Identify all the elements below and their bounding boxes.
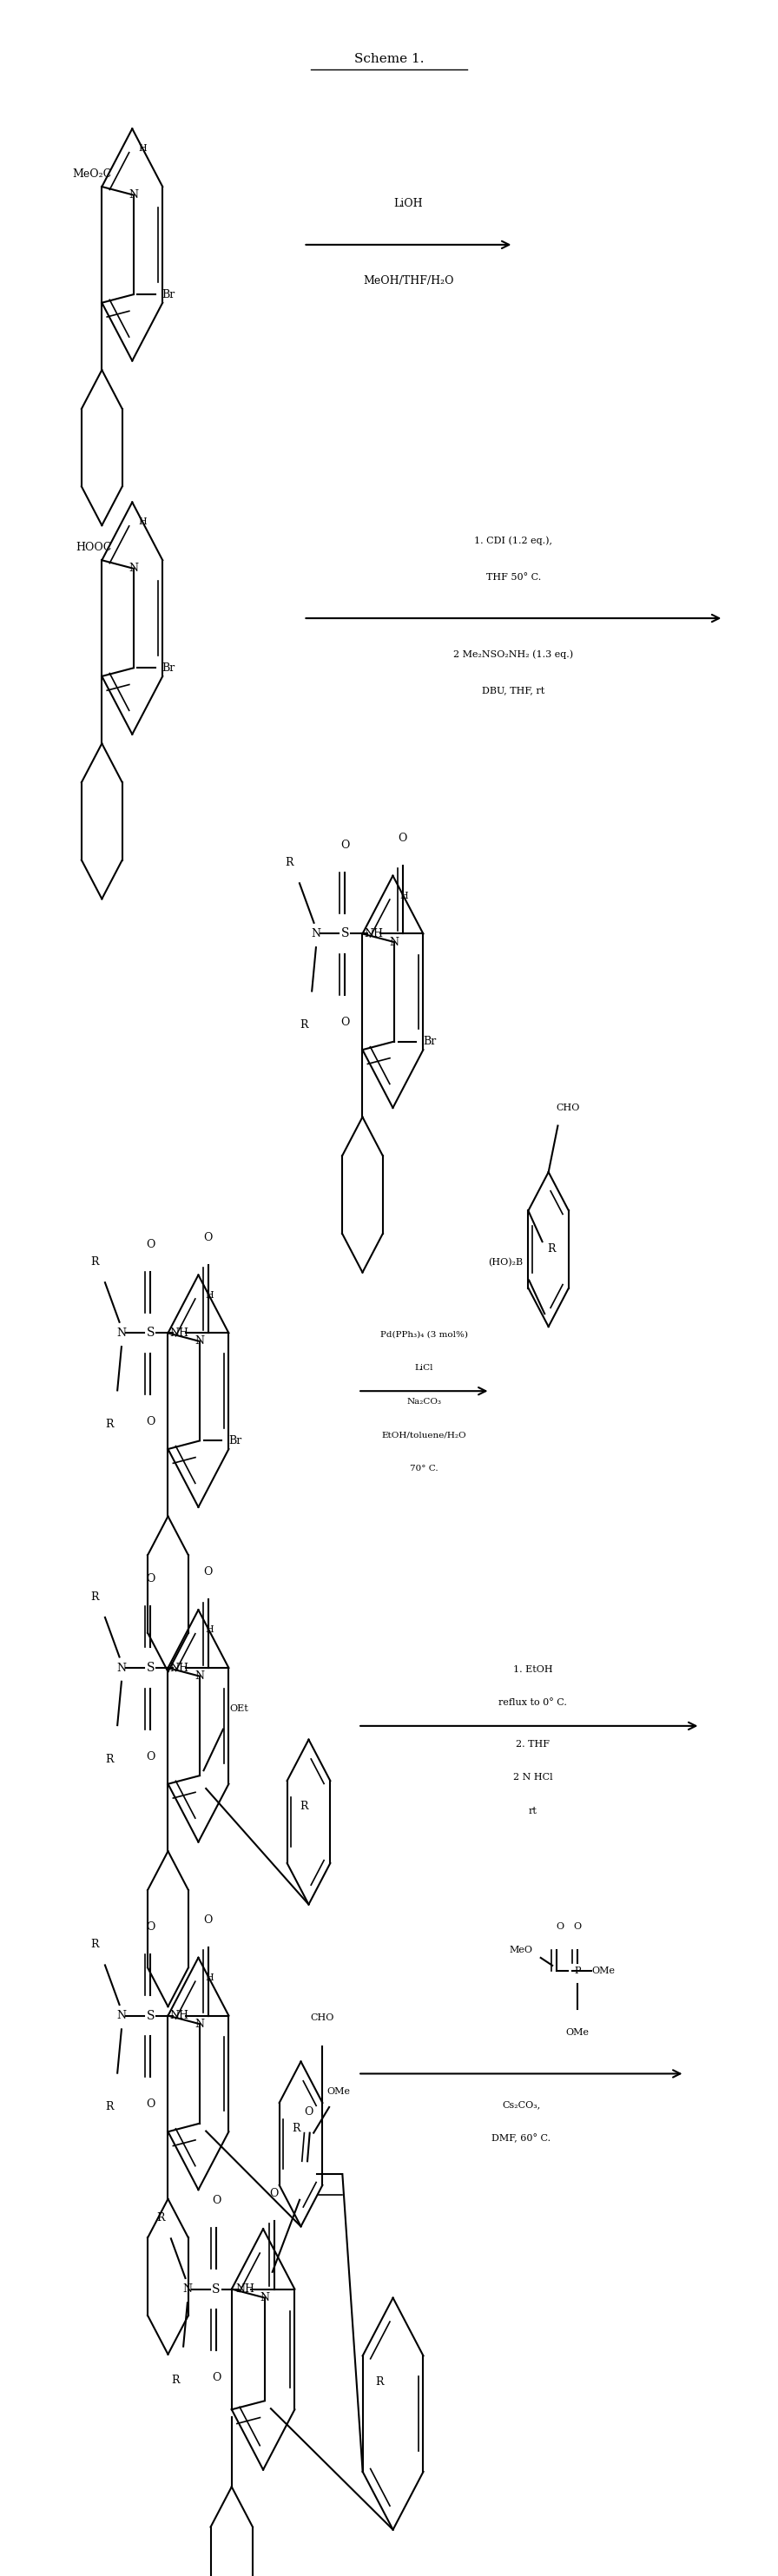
Text: 70° C.: 70° C. [410, 1463, 438, 1473]
Text: MeO₂C: MeO₂C [72, 167, 112, 180]
Text: reflux to 0° C.: reflux to 0° C. [499, 1698, 567, 1708]
Text: O: O [398, 832, 407, 845]
Text: S: S [212, 2282, 220, 2295]
Text: LiCl: LiCl [415, 1363, 433, 1373]
Text: CHO: CHO [310, 2014, 335, 2022]
Text: O: O [145, 2099, 155, 2110]
Text: O: O [145, 1752, 155, 1762]
Text: N: N [195, 1672, 205, 1682]
Text: O: O [573, 1922, 581, 1932]
Text: 2. THF: 2. THF [516, 1739, 550, 1749]
Text: H: H [399, 891, 408, 899]
Text: O: O [145, 1922, 155, 1932]
Text: O: O [204, 1231, 212, 1244]
Text: P: P [574, 1965, 580, 1976]
Text: THF 50° C.: THF 50° C. [486, 572, 541, 582]
Text: H: H [138, 518, 147, 526]
Text: N: N [117, 2009, 126, 2022]
Text: O: O [145, 1417, 155, 1427]
Text: H: H [205, 1625, 213, 1633]
Text: H: H [205, 1973, 213, 1981]
Text: R: R [156, 2213, 165, 2223]
Text: O: O [212, 2195, 221, 2205]
Text: R: R [105, 2102, 114, 2112]
Text: O: O [269, 2187, 279, 2200]
Text: Scheme 1.: Scheme 1. [354, 54, 424, 64]
Text: NH: NH [170, 1327, 189, 1340]
Text: N: N [183, 2282, 192, 2295]
Text: N: N [195, 1337, 205, 1347]
Text: N: N [129, 191, 138, 201]
Text: DBU, THF, rt: DBU, THF, rt [482, 685, 545, 696]
Text: Br: Br [229, 1435, 242, 1445]
Text: Br: Br [162, 289, 175, 299]
Text: MeOH/THF/H₂O: MeOH/THF/H₂O [363, 276, 454, 286]
Text: NH: NH [170, 2009, 189, 2022]
Text: MeO: MeO [510, 1945, 533, 1955]
Text: S: S [341, 927, 349, 940]
Text: R: R [90, 1592, 99, 1602]
Text: O: O [340, 1018, 349, 1028]
Text: R: R [376, 2375, 384, 2388]
Text: R: R [285, 858, 293, 868]
Text: O: O [556, 1922, 564, 1932]
Text: OEt: OEt [230, 1705, 248, 1713]
Text: HOOC: HOOC [76, 541, 112, 554]
Text: R: R [300, 1801, 308, 1811]
Text: O: O [212, 2372, 221, 2383]
Text: CHO: CHO [556, 1103, 580, 1113]
Text: S: S [146, 1327, 155, 1340]
Text: N: N [129, 564, 138, 574]
Text: R: R [300, 1020, 308, 1030]
Text: Pd(PPh₃)₄ (3 mol%): Pd(PPh₃)₄ (3 mol%) [380, 1329, 468, 1340]
Text: O: O [204, 1914, 212, 1927]
Text: H: H [205, 1291, 213, 1298]
Text: OMe: OMe [566, 2027, 589, 2038]
Text: O: O [340, 840, 349, 850]
Text: O: O [304, 2107, 314, 2117]
Text: R: R [293, 2123, 300, 2133]
Text: NH: NH [236, 2282, 254, 2295]
Text: OMe: OMe [327, 2087, 350, 2097]
Text: (HO)₂B: (HO)₂B [489, 1257, 523, 1267]
Text: rt: rt [528, 1806, 538, 1816]
Text: EtOH/toluene/H₂O: EtOH/toluene/H₂O [382, 1430, 466, 1440]
Text: DMF, 60° C.: DMF, 60° C. [492, 2133, 551, 2143]
Text: R: R [105, 1754, 114, 1765]
Text: OMe: OMe [591, 1965, 615, 1976]
Text: S: S [146, 2009, 155, 2022]
Text: N: N [260, 2293, 269, 2303]
Text: LiOH: LiOH [394, 198, 423, 209]
Text: R: R [171, 2375, 179, 2385]
Text: R: R [90, 1940, 99, 1950]
Text: N: N [117, 1662, 126, 1674]
Text: Na₂CO₃: Na₂CO₃ [407, 1396, 441, 1406]
Text: N: N [311, 927, 321, 940]
Text: N: N [390, 938, 399, 948]
Text: O: O [145, 1574, 155, 1584]
Text: N: N [117, 1327, 126, 1340]
Text: N: N [195, 2020, 205, 2030]
Text: R: R [105, 1419, 114, 1430]
Text: R: R [548, 1244, 555, 1255]
Text: R: R [90, 1257, 99, 1267]
Text: S: S [146, 1662, 155, 1674]
Text: Cs₂CO₃,: Cs₂CO₃, [502, 2099, 541, 2110]
Text: NH: NH [170, 1662, 189, 1674]
Text: 1. CDI (1.2 eq.),: 1. CDI (1.2 eq.), [475, 536, 552, 546]
Text: 2 Me₂NSO₂NH₂ (1.3 eq.): 2 Me₂NSO₂NH₂ (1.3 eq.) [454, 649, 573, 659]
Text: NH: NH [364, 927, 384, 940]
Text: H: H [138, 144, 147, 152]
Text: 1. EtOH: 1. EtOH [513, 1664, 552, 1674]
Text: 2 N HCl: 2 N HCl [513, 1772, 552, 1783]
Text: Br: Br [423, 1036, 436, 1046]
Text: O: O [204, 1566, 212, 1579]
Text: Br: Br [162, 662, 175, 672]
Text: O: O [145, 1239, 155, 1249]
